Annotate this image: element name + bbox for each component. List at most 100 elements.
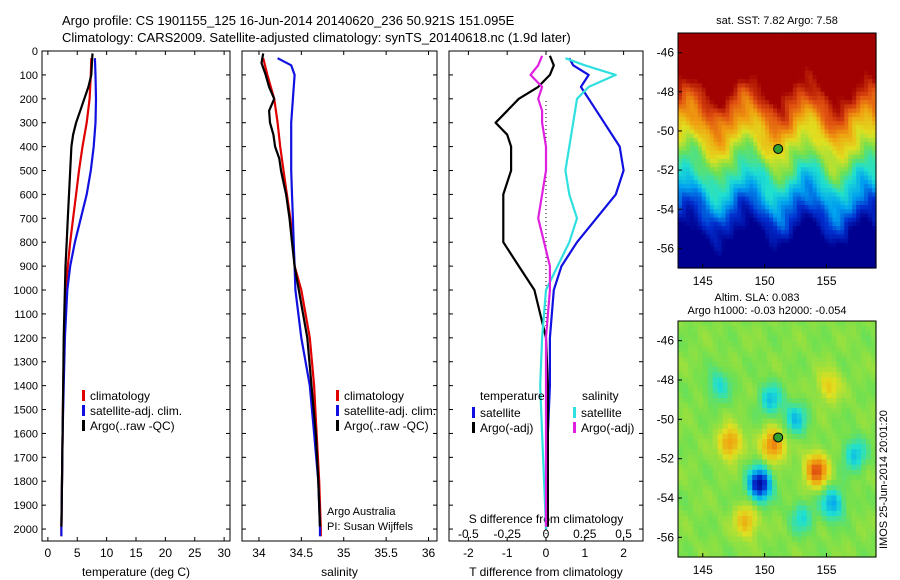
map-cell xyxy=(808,49,814,55)
map-cell xyxy=(727,418,734,425)
map-cell xyxy=(872,74,877,80)
map-cell xyxy=(772,326,778,332)
map-cell xyxy=(777,321,783,327)
map-cell xyxy=(777,449,783,455)
map-cell xyxy=(752,505,758,512)
map-cell xyxy=(840,192,845,198)
map-cell xyxy=(727,372,734,379)
map-cell xyxy=(757,196,762,202)
map-cell xyxy=(851,439,857,445)
map-cell xyxy=(705,226,711,231)
map-cell xyxy=(868,112,873,118)
map-cell xyxy=(836,387,842,394)
map-cell xyxy=(836,408,842,414)
map-cell xyxy=(824,200,830,206)
map-cell xyxy=(808,251,814,257)
map-cell xyxy=(772,490,778,497)
map-cell xyxy=(844,112,849,118)
map-cell xyxy=(840,49,845,55)
map-cell xyxy=(800,83,806,89)
map-cell xyxy=(737,83,742,89)
map-cell xyxy=(780,100,786,105)
map-cell xyxy=(712,362,719,368)
map-cell xyxy=(685,142,691,147)
map-cell xyxy=(816,469,823,476)
map-cell xyxy=(831,356,837,363)
map-cell xyxy=(732,408,738,414)
map-cell xyxy=(765,150,770,156)
map-cell xyxy=(856,444,862,450)
map-cell xyxy=(725,83,731,89)
map-cell xyxy=(742,526,748,532)
map-cell xyxy=(741,247,746,252)
map-cell xyxy=(868,129,873,135)
map-cell xyxy=(773,53,778,59)
map-cell xyxy=(872,154,877,160)
map-cell xyxy=(844,125,849,131)
map-cell xyxy=(841,362,847,368)
map-cell xyxy=(721,83,727,89)
map-cell xyxy=(848,221,853,227)
map-cell xyxy=(737,209,742,215)
map-cell xyxy=(685,163,691,168)
map-cell xyxy=(861,428,867,435)
map-cell xyxy=(747,454,753,461)
map-cell xyxy=(860,79,865,84)
map-cell xyxy=(836,382,842,389)
map-cell xyxy=(689,137,695,143)
map-cell xyxy=(749,184,754,189)
map-cell xyxy=(749,87,754,93)
map-cell xyxy=(800,238,806,244)
map-cell xyxy=(806,526,813,532)
map-cell xyxy=(800,33,806,38)
map-cell xyxy=(713,108,719,114)
map-cell xyxy=(709,196,715,202)
map-cell xyxy=(871,408,877,414)
map-cell xyxy=(872,95,877,101)
map-cell xyxy=(840,226,845,231)
map-cell xyxy=(780,91,786,97)
map-cell xyxy=(722,459,729,466)
map-cell xyxy=(678,439,684,445)
map-cell xyxy=(773,200,778,206)
map-cell xyxy=(729,179,735,185)
map-cell xyxy=(773,213,778,219)
map-cell xyxy=(753,129,758,135)
map-cell xyxy=(812,163,818,168)
map-cell xyxy=(832,112,837,118)
map-cell xyxy=(712,346,719,353)
map-cell xyxy=(820,255,826,261)
map-cell xyxy=(721,196,727,202)
map-cell xyxy=(777,531,783,538)
map-cell xyxy=(761,154,766,160)
map-cell xyxy=(781,351,788,358)
map-cell xyxy=(788,171,794,177)
map-cell xyxy=(681,247,687,252)
map-cell xyxy=(761,49,766,55)
map-cell xyxy=(828,175,834,181)
map-cell xyxy=(753,188,758,194)
map-cell xyxy=(765,234,770,240)
map-cell xyxy=(705,74,711,80)
map-cell xyxy=(808,142,814,147)
map-cell xyxy=(868,205,873,210)
map-cell xyxy=(678,196,683,202)
map-cell xyxy=(840,41,845,47)
map-cell xyxy=(801,356,808,363)
map-cell xyxy=(824,45,830,51)
map-cell xyxy=(832,62,837,68)
map-cell xyxy=(709,66,715,72)
map-cell xyxy=(828,87,834,93)
map-cell xyxy=(824,95,830,101)
map-cell xyxy=(796,33,802,38)
map-cell xyxy=(737,367,743,373)
map-cell xyxy=(784,213,790,219)
map-cell xyxy=(757,58,762,63)
map-cell xyxy=(852,192,857,198)
map-cell xyxy=(757,200,762,206)
map-cell xyxy=(808,247,814,252)
map-cell xyxy=(784,238,790,244)
map-cell xyxy=(721,163,727,168)
map-cell xyxy=(812,238,818,244)
map-cell xyxy=(811,536,818,543)
